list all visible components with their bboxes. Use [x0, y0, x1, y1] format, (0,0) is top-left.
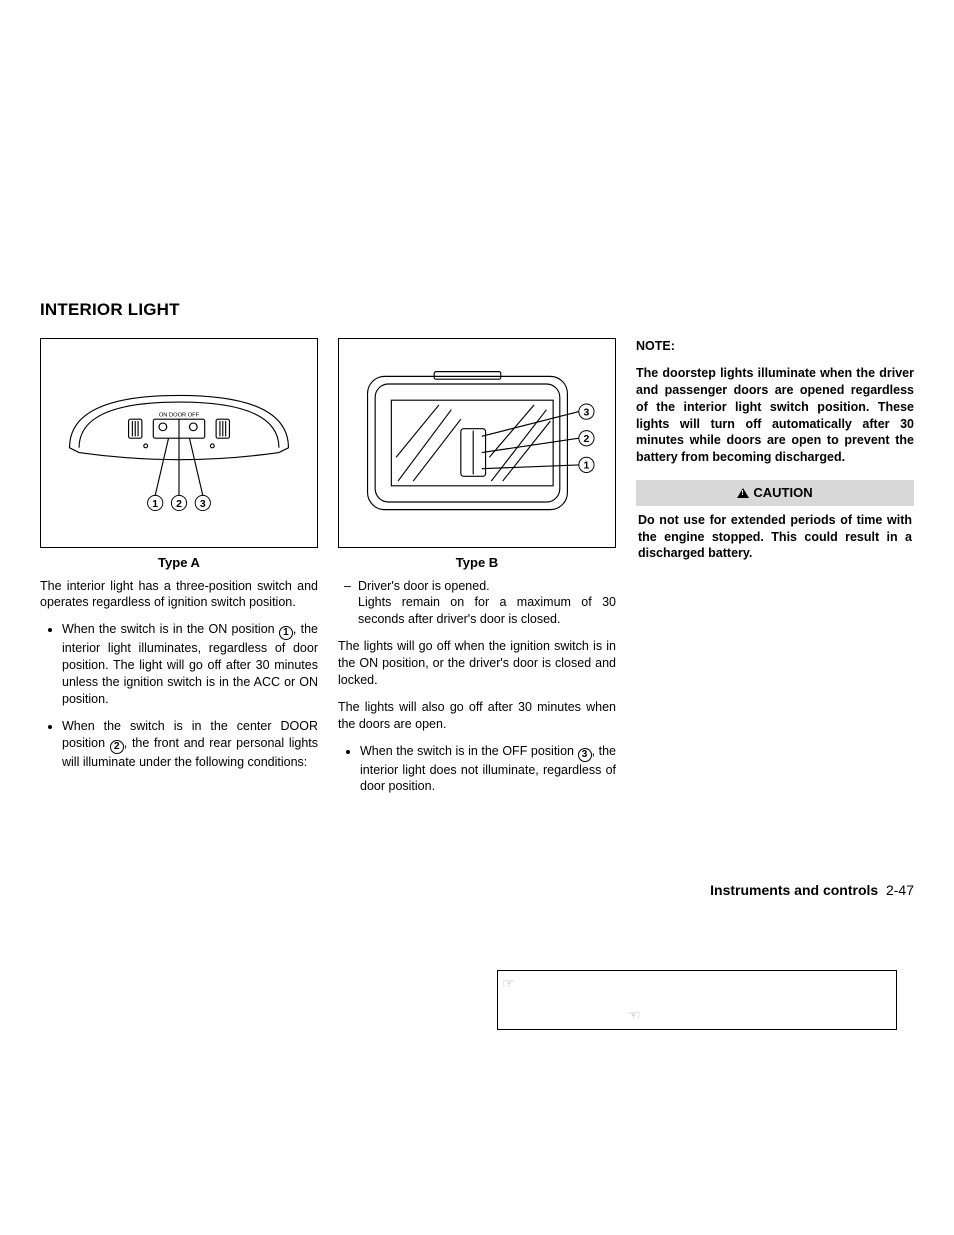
fig-b-label-3: 3: [584, 407, 590, 418]
diagram-type-a-svg: ON DOOR OFF: [41, 339, 317, 547]
note-body: The doorstep lights illuminate when the …: [636, 365, 914, 466]
fig-a-label-1: 1: [152, 499, 158, 510]
fig-b-label-2: 2: [584, 434, 590, 445]
pointer-icon: ☞: [502, 975, 515, 992]
bullet-list-col1: When the switch is in the ON position 1,…: [40, 621, 318, 770]
bullet-list-col2: When the switch is in the OFF position 3…: [338, 743, 616, 796]
text-span: Driver's door is opened.: [358, 579, 490, 593]
pointer-icon: ☜: [628, 1007, 641, 1024]
bullet-item-off: When the switch is in the OFF position 3…: [360, 743, 616, 796]
figure-type-b: 3 2 1: [338, 338, 616, 548]
circled-number-icon: 1: [279, 626, 293, 640]
text-span: When the switch is in the ON position: [62, 622, 279, 636]
figure-a-caption: Type A: [40, 554, 318, 572]
bullet-item-door: When the switch is in the center DOOR po…: [62, 718, 318, 771]
revision-box: ☞ ☜: [497, 970, 897, 1030]
footer-section-name: Instruments and controls: [710, 882, 878, 898]
paragraph-lights-off-30min: The lights will also go off after 30 min…: [338, 699, 616, 733]
fig-b-label-1: 1: [584, 461, 590, 472]
text-span: When the switch is in the OFF position: [360, 744, 578, 758]
intro-paragraph: The interior light has a three-position …: [40, 578, 318, 612]
dash-item-driver-door: Driver's door is opened. Lights remain o…: [358, 578, 616, 629]
caution-label: CAUTION: [753, 484, 812, 502]
fig-a-label-3: 3: [200, 499, 206, 510]
footer-page-number: 2-47: [886, 882, 914, 898]
bullet-item-on: When the switch is in the ON position 1,…: [62, 621, 318, 708]
dash-list: Driver's door is opened. Lights remain o…: [338, 578, 616, 629]
column-right: NOTE: The doorstep lights illuminate whe…: [636, 338, 914, 805]
warning-triangle-icon: [737, 488, 749, 498]
column-left: ON DOOR OFF: [40, 338, 318, 805]
svg-text:ON DOOR OFF: ON DOOR OFF: [159, 412, 200, 418]
text-span: Lights remain on for a maximum of 30 sec…: [358, 595, 616, 626]
figure-b-caption: Type B: [338, 554, 616, 572]
column-center: 3 2 1 Type B Driver's door is opened. Li…: [338, 338, 616, 805]
circled-number-icon: 2: [110, 740, 124, 754]
section-heading: INTERIOR LIGHT: [40, 300, 914, 320]
caution-body-text: Do not use for extended periods of time …: [636, 506, 914, 563]
fig-a-label-2: 2: [176, 499, 182, 510]
circled-number-icon: 3: [578, 748, 592, 762]
caution-header: CAUTION: [636, 480, 914, 506]
diagram-type-b-svg: 3 2 1: [339, 339, 615, 547]
manual-page: INTERIOR LIGHT ON DOOR OFF: [0, 0, 954, 1235]
figure-type-a: ON DOOR OFF: [40, 338, 318, 548]
three-column-layout: ON DOOR OFF: [40, 338, 914, 805]
note-heading: NOTE:: [636, 338, 914, 355]
page-footer: Instruments and controls 2-47: [710, 882, 914, 898]
paragraph-lights-off-ignition: The lights will go off when the ignition…: [338, 638, 616, 689]
